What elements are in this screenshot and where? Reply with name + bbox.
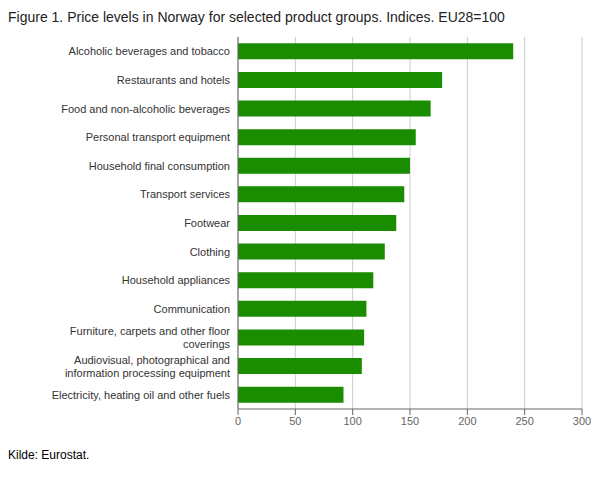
svg-text:Household final consumption: Household final consumption	[89, 160, 230, 172]
svg-text:Clothing: Clothing	[190, 246, 230, 258]
svg-text:Communication: Communication	[154, 303, 230, 315]
html-text:Figure 1. Price levels in Norw: Figure 1. Price levels in Norway for sel…	[8, 9, 505, 25]
svg-text:Restaurants and hotels: Restaurants and hotels	[117, 74, 231, 86]
svg-text:50: 50	[289, 415, 301, 427]
svg-text:Audiovisual, photographical an: Audiovisual, photographical andinformati…	[65, 354, 230, 379]
svg-text:150: 150	[401, 415, 419, 427]
svg-text:200: 200	[458, 415, 476, 427]
svg-text:Electricity, heating oil and o: Electricity, heating oil and other fuels	[52, 389, 231, 401]
svg-text:0: 0	[235, 415, 241, 427]
svg-text:Footwear: Footwear	[184, 217, 230, 229]
svg-text:Personal transport equipment: Personal transport equipment	[86, 131, 230, 143]
svg-text:Transport services: Transport services	[140, 188, 231, 200]
svg-text:100: 100	[343, 415, 361, 427]
svg-text:Furniture, carpets and other f: Furniture, carpets and other floorcoveri…	[70, 325, 231, 350]
svg-text:Alcoholic beverages and tobacc: Alcoholic beverages and tobacco	[69, 45, 230, 57]
svg-text:Food and non-alcoholic beverag: Food and non-alcoholic beverages	[61, 103, 230, 115]
svg-text:250: 250	[515, 415, 533, 427]
html-text:Kilde: Eurostat.: Kilde: Eurostat.	[8, 448, 90, 462]
svg-text:300: 300	[573, 415, 591, 427]
svg-text:Household appliances: Household appliances	[122, 274, 231, 286]
